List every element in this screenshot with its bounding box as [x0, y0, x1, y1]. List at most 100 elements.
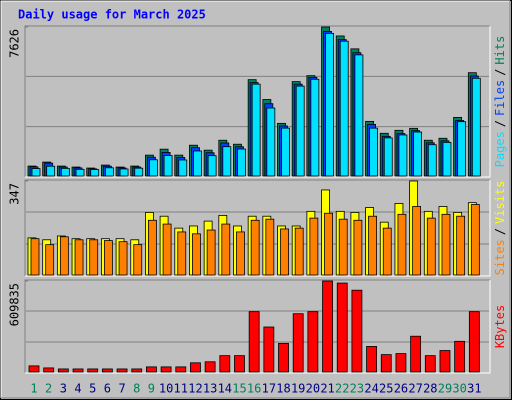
bar: [190, 362, 201, 373]
bar: [206, 229, 216, 276]
x-tick-label: 7: [118, 382, 125, 396]
bar: [163, 155, 173, 177]
x-tick-label: 19: [291, 382, 305, 396]
bar: [468, 311, 480, 373]
y-tick-label: 7626: [8, 29, 22, 58]
bar: [237, 148, 246, 177]
bar: [309, 217, 319, 276]
x-tick-label: 14: [218, 382, 232, 396]
bar: [351, 289, 363, 373]
bar: [442, 141, 452, 177]
bar: [116, 368, 128, 373]
bar: [31, 168, 41, 177]
chart-title: Daily usage for March 2025: [18, 8, 206, 22]
legend-separator: /: [493, 69, 507, 76]
bar: [426, 217, 436, 276]
legend-entry: Pages: [493, 131, 507, 167]
bar: [413, 131, 423, 177]
panel-bevel: [24, 25, 490, 177]
x-tick-label: 9: [148, 382, 155, 396]
bar: [278, 342, 289, 373]
x-tick-label: 6: [104, 382, 111, 396]
legend-entry: KBytes: [493, 305, 507, 348]
legend: Sites / Visits: [493, 181, 507, 276]
bar: [207, 155, 217, 177]
x-tick-label: 21: [320, 382, 334, 396]
bar: [424, 355, 436, 373]
legend: KBytes: [493, 305, 507, 348]
bar: [104, 167, 114, 177]
y-tick-label: 347: [8, 183, 22, 205]
legend-separator: /: [493, 228, 507, 235]
bar: [134, 167, 144, 177]
legend-separator: /: [493, 120, 507, 127]
bar: [162, 223, 172, 276]
bar: [310, 78, 320, 177]
bar: [146, 366, 157, 373]
bar: [103, 240, 113, 276]
bar: [178, 159, 188, 177]
bar: [87, 368, 99, 373]
bar: [412, 206, 422, 276]
bar: [119, 168, 129, 177]
panel-bevel: [24, 279, 490, 373]
bar: [398, 134, 408, 177]
x-tick-label: 4: [74, 382, 81, 396]
bar: [338, 218, 348, 276]
bar: [397, 213, 407, 276]
legend-entry: Files: [493, 80, 507, 116]
legend: Pages / Files / Hits: [493, 36, 507, 168]
bar: [366, 346, 377, 373]
bar: [383, 137, 393, 177]
bar: [74, 239, 84, 276]
bar: [118, 241, 128, 276]
x-tick-label: 8: [133, 382, 140, 396]
bar: [368, 215, 377, 276]
bar: [248, 311, 260, 373]
bar: [160, 366, 172, 373]
bar: [353, 219, 363, 276]
bar: [457, 121, 467, 177]
x-tick-label: 3: [60, 382, 67, 396]
bar: [295, 85, 305, 177]
bar: [90, 169, 100, 177]
bar: [222, 146, 232, 177]
bar: [382, 227, 392, 276]
bar: [251, 83, 261, 177]
x-tick-label: 23: [350, 382, 364, 396]
bar: [219, 355, 231, 373]
bar: [133, 244, 143, 276]
x-tick-label: 26: [394, 382, 408, 396]
legend-entry: Visits: [493, 181, 507, 224]
x-tick-label: 30: [452, 382, 466, 396]
x-tick-label: 31: [467, 382, 481, 396]
bar: [72, 368, 84, 373]
x-tick-label: 13: [203, 382, 217, 396]
bar: [221, 223, 231, 276]
bar: [43, 367, 55, 373]
bar: [339, 40, 349, 177]
bar: [439, 350, 451, 373]
bar: [148, 219, 157, 276]
x-tick-label: 10: [159, 382, 173, 396]
bar: [177, 231, 187, 276]
bar: [75, 168, 85, 177]
bar: [175, 366, 187, 373]
x-tick-label: 27: [408, 382, 422, 396]
bar: [354, 54, 364, 177]
bar: [101, 368, 113, 373]
legend-entry: Sites: [493, 239, 507, 275]
panel-bevel: [25, 280, 491, 374]
x-tick-label: 29: [438, 382, 452, 396]
bar: [192, 233, 201, 276]
bar: [30, 238, 40, 276]
x-tick-label: 5: [89, 382, 96, 396]
x-tick-label: 16: [247, 382, 261, 396]
bar: [324, 212, 333, 276]
bar: [380, 354, 392, 373]
x-tick-label: 17: [262, 382, 276, 396]
bar: [45, 244, 55, 276]
bar: [234, 355, 245, 373]
